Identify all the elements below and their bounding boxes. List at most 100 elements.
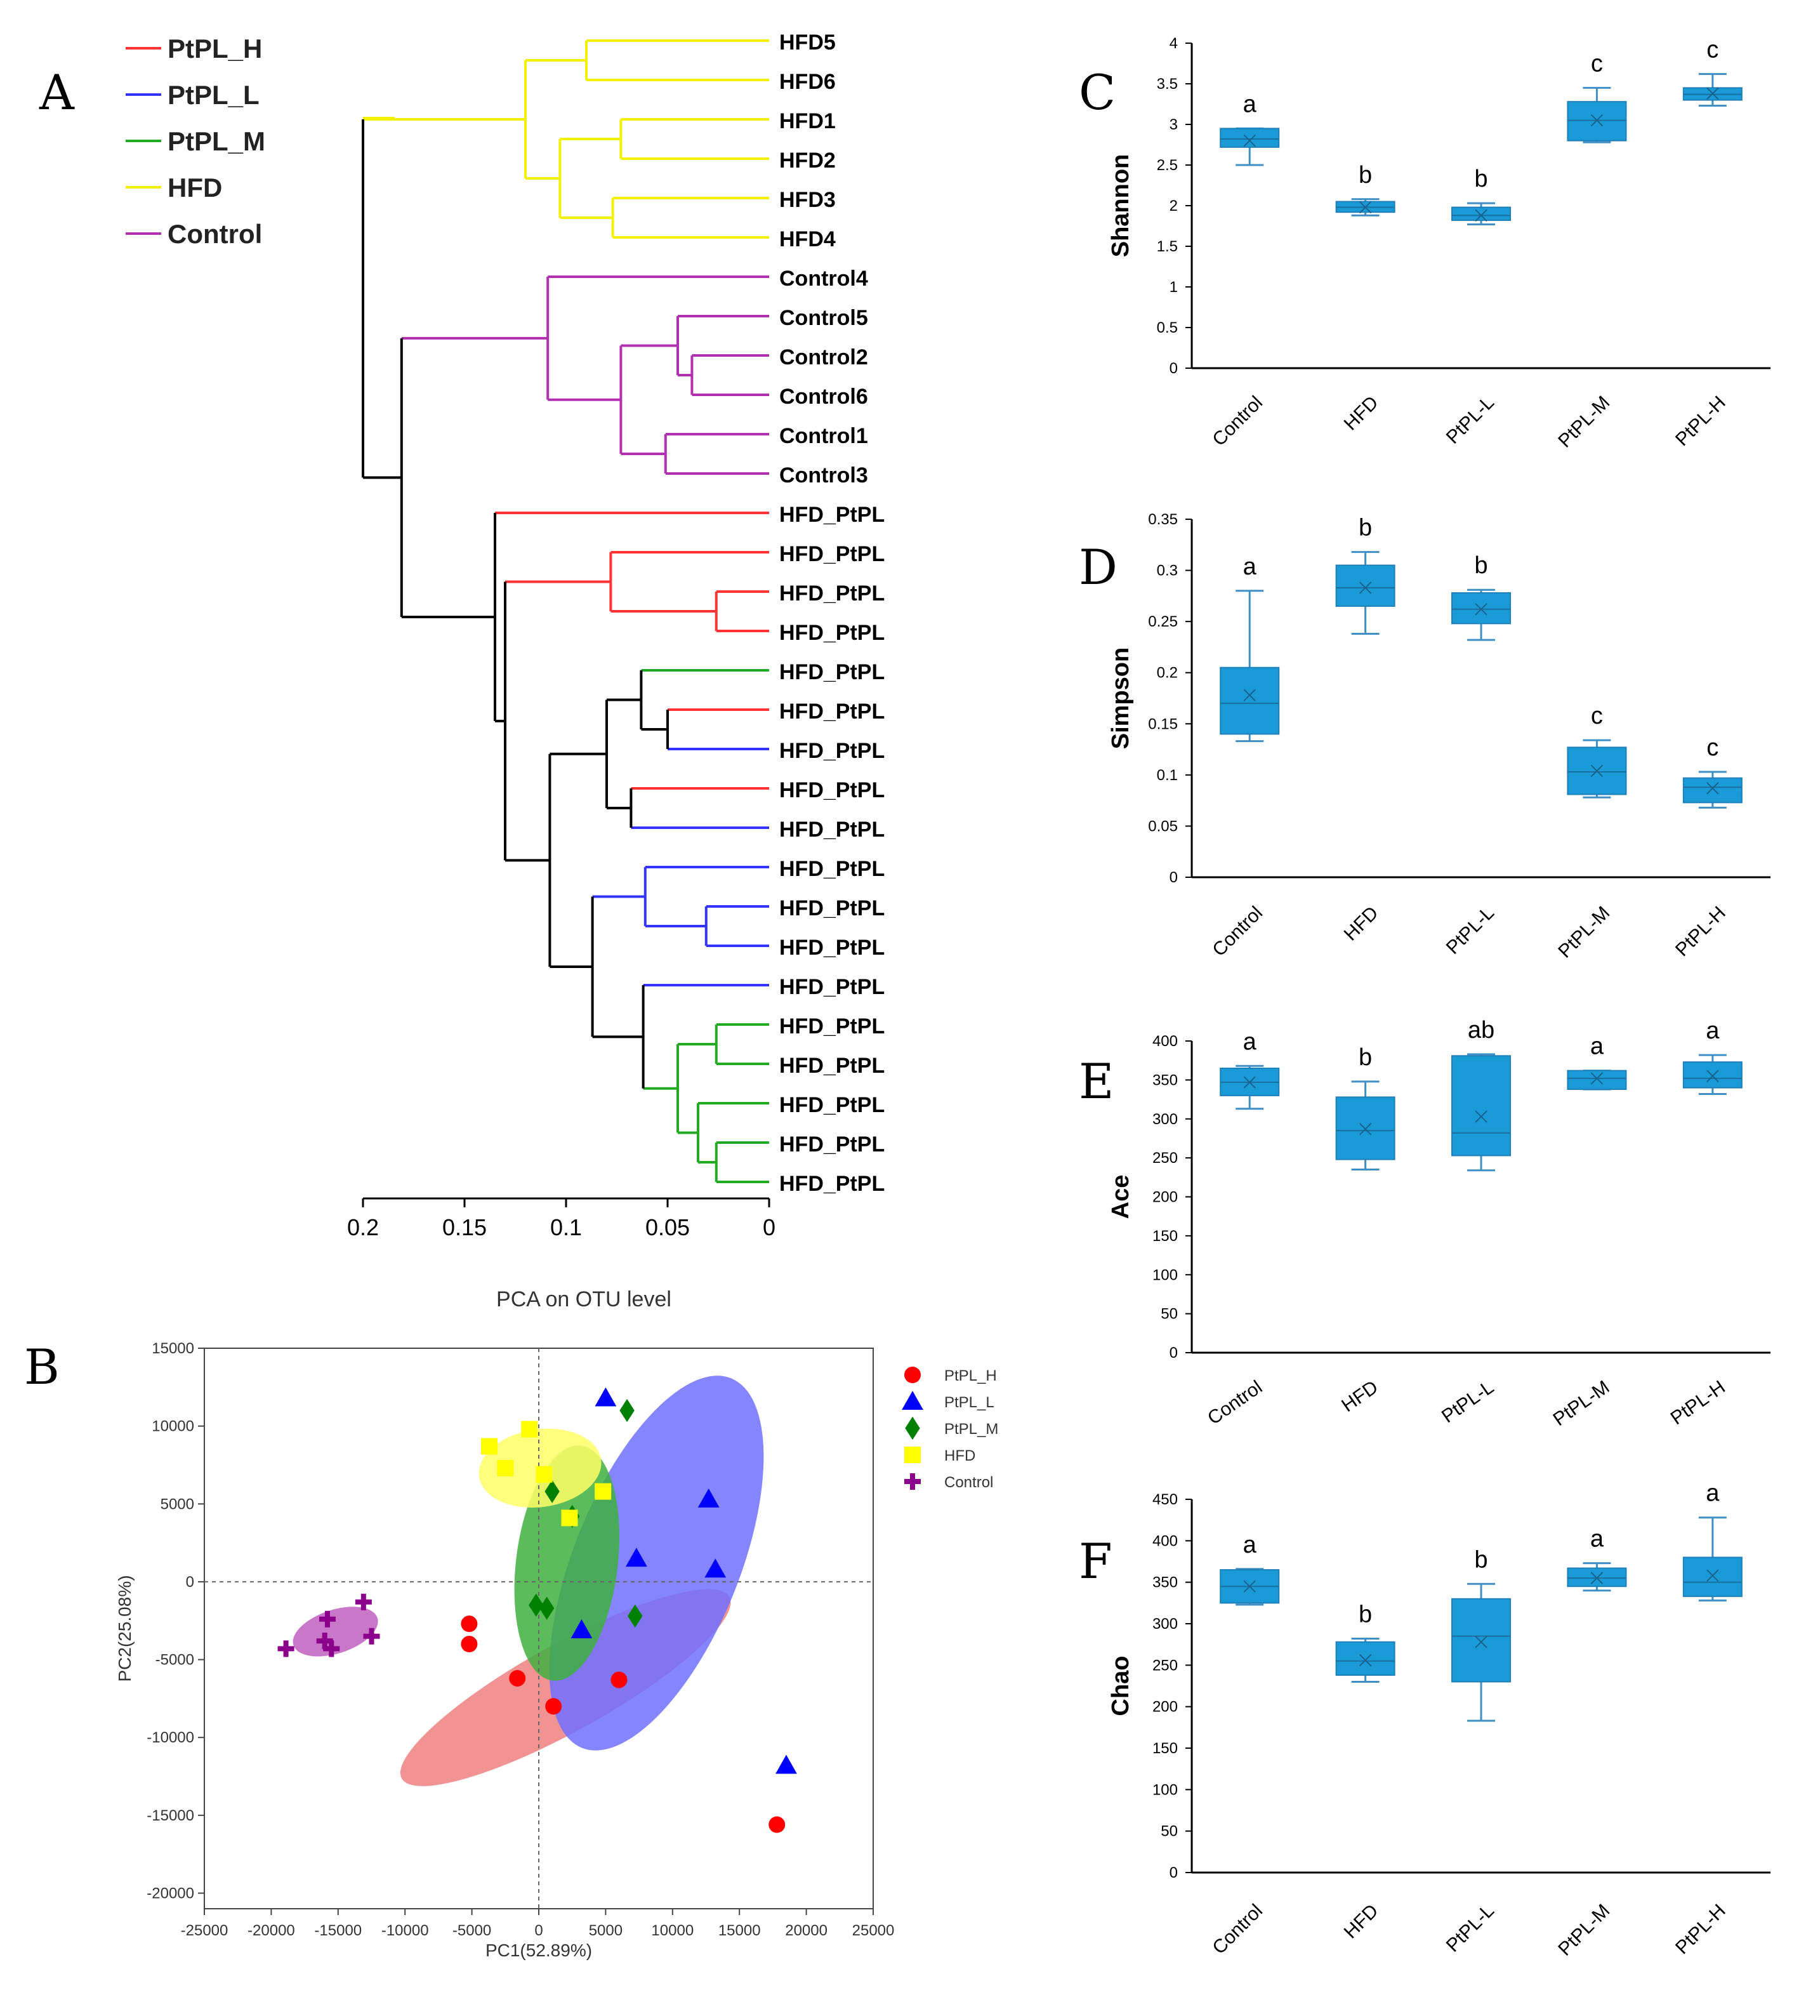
y-tick-label: 400 [1152,1532,1178,1549]
y-tick-label: 300 [1152,1615,1178,1633]
scatter-point-ptpl-l [595,1387,617,1407]
legend-label: PtPL_L [944,1394,994,1411]
y-tick-label: 15000 [152,1340,194,1357]
box [1220,666,1280,735]
x-category-label: HFD [1340,903,1383,945]
significance-letter: a [1243,1028,1257,1055]
y-tick-label: 0.15 [1148,715,1178,733]
y-tick-label: -10000 [147,1729,194,1746]
scatter-point-ptpl-m [539,1596,555,1620]
scatter-point-ptpl-h [461,1636,478,1653]
y-tick-label: 150 [1152,1740,1178,1757]
box [1567,1070,1627,1091]
x-category-label: PtPL-M [1554,903,1614,962]
significance-letter: b [1474,552,1487,579]
scatter-point-hfd [595,1483,612,1500]
confidence-ellipse [549,1376,764,1751]
leaf-label: HFD2 [779,149,836,173]
leaf-label: HFD_PtPL [779,975,885,999]
leaf-label: HFD_PtPL [779,581,885,606]
y-axis-label: Shannon [1107,154,1134,258]
mean-marker [1359,1654,1372,1667]
mean-marker [1243,1580,1256,1593]
box [1451,206,1511,222]
mean-marker [1359,581,1372,594]
leaf-label: HFD_PtPL [779,896,885,920]
legend-marker [905,1416,920,1440]
legend-label: PtPL_L [168,80,260,110]
box [1682,777,1743,804]
significance-letter: a [1706,1480,1720,1507]
panel-letter-e: E [1079,1053,1114,1110]
scatter-point-control [319,1610,336,1628]
leaf-label: HFD6 [779,70,836,94]
significance-letter: a [1243,1532,1257,1558]
leaf-label: Control3 [779,463,868,487]
mean-marker [1475,1110,1487,1123]
mean-marker [1243,1076,1256,1089]
scatter-point-hfd [481,1438,498,1455]
y-tick-label: 0.5 [1157,319,1178,336]
y-tick-label: 10000 [152,1418,194,1435]
y-tick-label: 250 [1152,1657,1178,1674]
x-category-label: HFD [1340,1900,1383,1943]
scatter-point-ptpl-l [697,1489,720,1508]
confidence-ellipse [293,1607,378,1657]
legend-label: PtPL_H [168,34,262,63]
leaf-label: HFD_PtPL [779,1172,885,1196]
significance-letter: ab [1468,1017,1494,1044]
leaf-label: HFD5 [779,30,836,55]
x-category-label: PtPL-H [1672,1900,1730,1959]
mean-marker [1706,1569,1719,1582]
significance-letter: a [1243,554,1257,580]
y-tick-label: 200 [1152,1699,1178,1716]
x-category-label: HFD [1338,1377,1381,1416]
y-tick-label: 0 [1170,1864,1178,1881]
significance-letter: b [1474,1546,1487,1573]
simpson-boxplot-panel: 0 0.05 0.1 0.15 0.2 0.25 0.3 0.35 Simpson a Contro… [1107,511,1771,962]
ace-boxplot-panel: 0 50 100 150 200 250 300 350 400 Ace a Control b HFD a… [1107,1017,1771,1430]
scatter-point-ptpl-m [544,1480,560,1503]
y-axis-label: Simpson [1107,647,1134,749]
y-tick-label: 200 [1152,1189,1178,1206]
y-tick-label: 0.25 [1148,613,1178,630]
y-tick-label: 3.5 [1157,76,1178,93]
y-tick-label: 100 [1152,1266,1178,1283]
legend-label: PtPL_H [944,1367,997,1384]
significance-letter: b [1359,162,1372,189]
mean-marker [1243,689,1256,701]
x-category-label: PtPL-H [1672,392,1730,451]
y-tick-label: 5000 [161,1495,194,1513]
scatter-point-ptpl-h [461,1615,478,1633]
panel-letter-c: C [1079,64,1116,121]
scatter-point-control [323,1640,340,1657]
x-category-label: PtPL-H [1672,903,1730,961]
legend-label: PtPL_M [944,1421,998,1438]
significance-letter: c [1591,50,1603,77]
mean-marker [1590,114,1604,127]
legend-marker [904,1367,921,1383]
leaf-label: HFD_PtPL [779,700,885,724]
leaf-label: HFD_PtPL [779,542,885,566]
dendrogram-tick-label: 0.05 [645,1214,690,1240]
y-tick-label: 0 [1170,869,1178,886]
x-axis-label: PC1(52.89%) [485,1940,592,1960]
y-tick-label: 50 [1161,1306,1178,1323]
x-category-label: Control [1204,1377,1266,1429]
scatter-point-hfd [561,1509,578,1527]
scatter-point-control [355,1593,372,1610]
dendrogram-panel: PtPL_H PtPL_L PtPL_M HFD Control HFD5 HFD6 HFD1… [126,30,885,1240]
x-tick-label: 0 [534,1922,543,1939]
x-category-label: PtPL-L [1442,392,1498,448]
box [1682,1061,1743,1089]
mean-marker [1243,134,1256,147]
box [1451,1055,1511,1157]
y-tick-label: 100 [1152,1781,1178,1798]
scatter-point-ptpl-h [509,1669,526,1687]
y-tick-label: 1.5 [1157,238,1178,255]
legend-label: HFD [944,1447,975,1464]
significance-letter: b [1474,166,1487,192]
x-category-label: PtPL-L [1438,1377,1498,1428]
leaf-label: Control5 [779,306,868,330]
y-tick-label: -15000 [147,1807,194,1824]
